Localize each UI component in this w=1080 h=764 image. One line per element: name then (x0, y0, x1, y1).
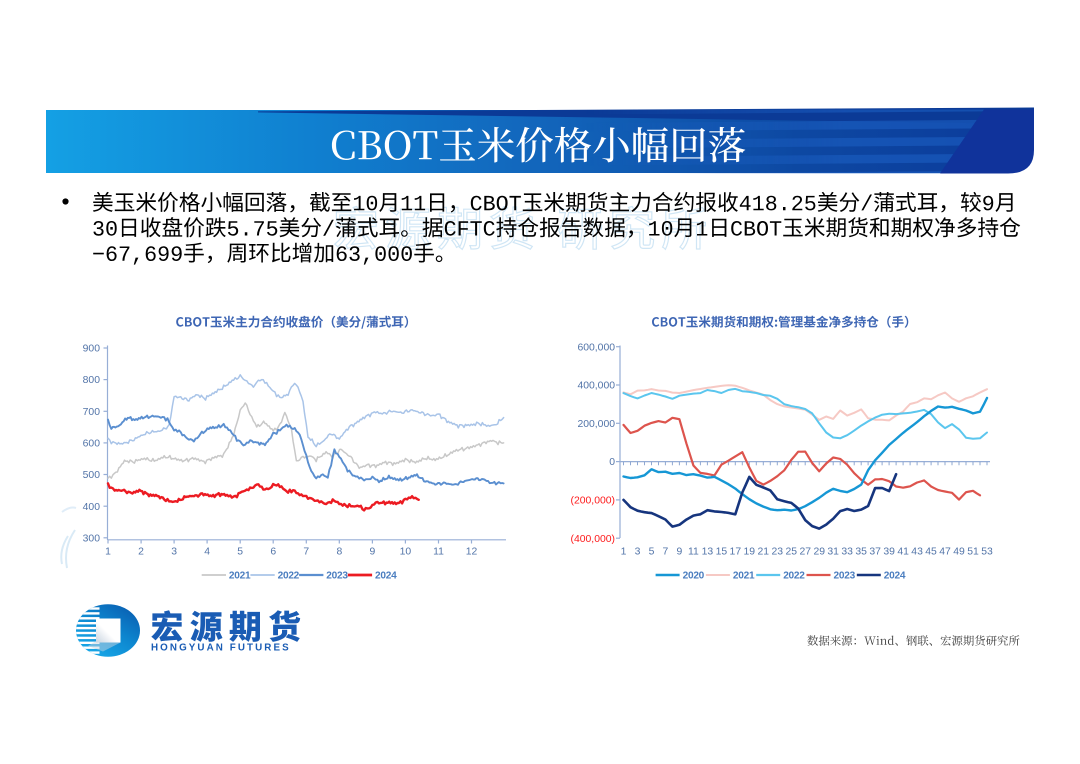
svg-text:800: 800 (83, 375, 101, 386)
svg-text:9: 9 (677, 547, 683, 558)
svg-text:600,000: 600,000 (577, 342, 615, 353)
svg-text:(200,000): (200,000) (571, 496, 615, 507)
svg-text:2023: 2023 (834, 571, 856, 582)
svg-text:29: 29 (813, 547, 825, 558)
svg-text:2023: 2023 (326, 571, 348, 582)
svg-text:2022: 2022 (783, 571, 805, 582)
svg-text:5: 5 (649, 547, 655, 558)
svg-text:2022: 2022 (278, 571, 300, 582)
svg-text:11: 11 (688, 547, 699, 558)
svg-text:1: 1 (105, 547, 111, 558)
svg-text:6: 6 (270, 547, 276, 558)
svg-text:53: 53 (981, 547, 993, 558)
svg-text:27: 27 (799, 547, 811, 558)
svg-text:2024: 2024 (884, 571, 906, 582)
svg-text:21: 21 (758, 547, 770, 558)
svg-text:43: 43 (911, 547, 923, 558)
svg-text:900: 900 (83, 344, 101, 355)
svg-text:47: 47 (939, 547, 951, 558)
svg-text:41: 41 (897, 547, 909, 558)
svg-text:2021: 2021 (229, 571, 251, 582)
svg-text:51: 51 (967, 547, 979, 558)
svg-text:12: 12 (466, 547, 478, 558)
svg-text:2: 2 (138, 547, 144, 558)
svg-text:0: 0 (609, 457, 615, 468)
svg-text:11: 11 (433, 547, 444, 558)
svg-text:7: 7 (663, 547, 669, 558)
svg-text:2024: 2024 (375, 571, 397, 582)
svg-text:2020: 2020 (683, 571, 705, 582)
svg-text:35: 35 (855, 547, 867, 558)
svg-text:49: 49 (953, 547, 965, 558)
svg-text:400,000: 400,000 (577, 381, 615, 392)
svg-text:200,000: 200,000 (577, 419, 615, 430)
svg-text:45: 45 (925, 547, 937, 558)
svg-text:4: 4 (204, 547, 210, 558)
svg-text:3: 3 (171, 547, 177, 558)
svg-text:9: 9 (370, 547, 376, 558)
svg-text:HONGYUAN FUTURES: HONGYUAN FUTURES (151, 643, 291, 654)
svg-text:39: 39 (883, 547, 895, 558)
svg-text:5: 5 (237, 547, 243, 558)
svg-text:1: 1 (621, 547, 627, 558)
svg-text:31: 31 (827, 547, 839, 558)
svg-text:17: 17 (730, 547, 742, 558)
svg-text:400: 400 (83, 502, 101, 513)
svg-text:2021: 2021 (733, 571, 755, 582)
svg-text:700: 700 (83, 407, 101, 418)
svg-text:33: 33 (841, 547, 853, 558)
svg-text:500: 500 (83, 470, 101, 481)
svg-text:15: 15 (716, 547, 728, 558)
svg-text:600: 600 (83, 439, 101, 450)
svg-text:37: 37 (869, 547, 881, 558)
svg-text:3: 3 (635, 547, 641, 558)
svg-text:300: 300 (83, 533, 101, 544)
svg-text:19: 19 (744, 547, 756, 558)
svg-text:7: 7 (303, 547, 309, 558)
svg-text:10: 10 (400, 547, 412, 558)
svg-text:25: 25 (785, 547, 797, 558)
svg-text:8: 8 (336, 547, 342, 558)
svg-text:23: 23 (771, 547, 783, 558)
svg-text:(400,000): (400,000) (571, 534, 615, 545)
svg-text:13: 13 (702, 547, 714, 558)
